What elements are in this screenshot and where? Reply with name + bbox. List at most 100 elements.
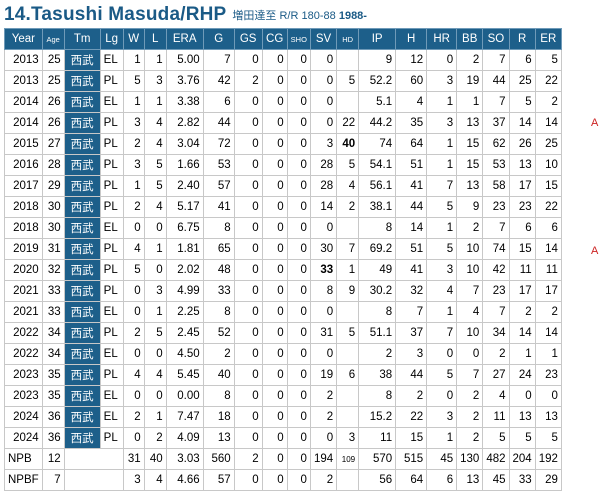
cell-hd — [336, 406, 360, 428]
cell-ip: 5.1 — [358, 91, 397, 113]
cell-age: 35 — [41, 385, 65, 407]
cell-era: 2.40 — [165, 175, 204, 197]
cell-hd: 40 — [336, 133, 360, 155]
totals-h: 64 — [395, 469, 428, 491]
cell-hd: 9 — [336, 280, 360, 302]
cell-tm: 西武 — [63, 112, 101, 134]
totals-r: 204 — [508, 448, 536, 470]
cell-lg: EL — [99, 406, 124, 428]
cell-g: 65 — [202, 238, 235, 260]
cell-ip: 52.2 — [358, 70, 397, 92]
cell-h: 2 — [395, 385, 428, 407]
col-age: Age — [41, 28, 65, 50]
cell-hr: 3 — [426, 259, 458, 281]
cell-w: 0 — [122, 427, 145, 449]
totals-hd — [336, 469, 360, 491]
cell-sho: 0 — [286, 112, 311, 134]
col-er: ER — [534, 28, 562, 50]
cell-l: 1 — [143, 238, 167, 260]
bats-throws: R/R — [279, 10, 299, 22]
cell-hd: 22 — [336, 112, 360, 134]
cell-gs: 0 — [233, 280, 263, 302]
cell-g: 8 — [202, 301, 235, 323]
cell-gs: 0 — [233, 364, 263, 386]
player-header: 14.Tasushi Masuda/RHP 増田達至 R/R 180-88 19… — [4, 2, 367, 26]
height-weight: 180-88 — [301, 10, 336, 22]
cell-gs: 0 — [233, 322, 263, 344]
cell-hr: 1 — [426, 427, 458, 449]
cell-bb: 19 — [456, 70, 484, 92]
cell-bb: 2 — [456, 49, 484, 71]
cell-sho: 0 — [286, 322, 311, 344]
cell-era: 1.66 — [165, 154, 204, 176]
cell-w: 5 — [122, 259, 145, 281]
stats-body: 2013 25 西武 EL 1 1 5.00 7 0 0 0 0 9 12 0 2 7 6 5 2013 25 西武 PL 5… — [4, 49, 562, 491]
cell-r: 14 — [508, 322, 536, 344]
cell-era: 2.02 — [165, 259, 204, 281]
cell-w: 4 — [122, 238, 145, 260]
cell-lg: PL — [99, 112, 124, 134]
cell-gs: 0 — [233, 406, 263, 428]
cell-sho: 0 — [286, 196, 311, 218]
cell-hd — [336, 301, 360, 323]
cell-lg: PL — [99, 427, 124, 449]
cell-sv: 0 — [309, 343, 338, 365]
cell-h: 3 — [395, 343, 428, 365]
cell-g: 52 — [202, 322, 235, 344]
cell-gs: 0 — [233, 427, 263, 449]
totals-w: 3 — [122, 469, 145, 491]
cell-cg: 0 — [261, 133, 288, 155]
cell-so: 23 — [482, 280, 510, 302]
cell-r: 24 — [508, 364, 536, 386]
cell-hr: 5 — [426, 238, 458, 260]
cell-g: 7 — [202, 49, 235, 71]
cell-cg: 0 — [261, 217, 288, 239]
cell-l: 5 — [143, 175, 167, 197]
totals-hr: 45 — [426, 448, 458, 470]
cell-r: 26 — [508, 133, 536, 155]
cell-year: 2013 — [4, 70, 43, 92]
cell-hr: 4 — [426, 280, 458, 302]
totals-sv: 2 — [309, 469, 338, 491]
cell-sv: 0 — [309, 427, 338, 449]
totals-gs: 2 — [233, 448, 263, 470]
totals-r: 33 — [508, 469, 536, 491]
cell-lg: PL — [99, 133, 124, 155]
cell-sv: 19 — [309, 364, 338, 386]
header-row: Year Age Tm Lg W L ERA G GS CG SHO SV HD… — [4, 28, 562, 50]
cell-age: 26 — [41, 112, 65, 134]
cell-lg: PL — [99, 322, 124, 344]
cell-bb: 13 — [456, 175, 484, 197]
cell-hd — [336, 385, 360, 407]
cell-h: 64 — [395, 133, 428, 155]
cell-er: 14 — [534, 112, 562, 134]
cell-l: 3 — [143, 70, 167, 92]
cell-sv: 0 — [309, 70, 338, 92]
cell-ip: 38.1 — [358, 196, 397, 218]
cell-l: 4 — [143, 196, 167, 218]
cell-sho: 0 — [286, 154, 311, 176]
totals-era: 4.66 — [165, 469, 204, 491]
table-row: 2023 35 西武 EL 0 0 0.00 8 0 0 0 2 8 2 0 2 4 0 0 — [4, 385, 562, 407]
cell-bb: 2 — [456, 406, 484, 428]
cell-cg: 0 — [261, 364, 288, 386]
table-row: 2014 26 西武 EL 1 1 3.38 6 0 0 0 0 5.1 4 1 1 7 5 2 — [4, 91, 562, 113]
cell-sho: 0 — [286, 364, 311, 386]
cell-r: 13 — [508, 154, 536, 176]
cell-year: 2023 — [4, 364, 43, 386]
col-bb: BB — [456, 28, 484, 50]
cell-age: 34 — [41, 322, 65, 344]
totals-blank — [63, 448, 124, 470]
cell-hr: 7 — [426, 175, 458, 197]
cell-l: 5 — [143, 322, 167, 344]
cell-r: 6 — [508, 49, 536, 71]
cell-g: 72 — [202, 133, 235, 155]
cell-so: 42 — [482, 259, 510, 281]
cell-tm: 西武 — [63, 343, 101, 365]
cell-l: 0 — [143, 259, 167, 281]
cell-cg: 0 — [261, 322, 288, 344]
cell-l: 4 — [143, 133, 167, 155]
cell-tm: 西武 — [63, 259, 101, 281]
cell-cg: 0 — [261, 406, 288, 428]
cell-h: 51 — [395, 238, 428, 260]
